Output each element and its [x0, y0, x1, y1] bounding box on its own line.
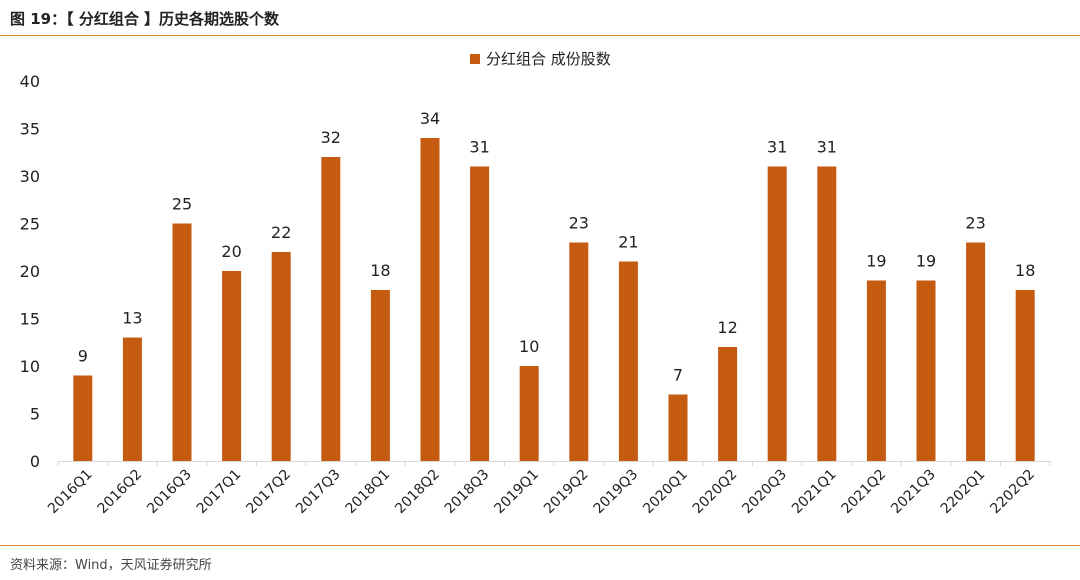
legend-swatch: [470, 54, 480, 64]
y-tick-label: 25: [20, 215, 40, 234]
y-tick-label: 20: [20, 262, 40, 281]
y-tick-label: 35: [20, 120, 40, 139]
bar-value-label: 20: [221, 242, 241, 261]
bar-value-label: 23: [965, 214, 985, 233]
x-tick-label: 2020Q2: [690, 467, 741, 518]
y-tick-label: 15: [20, 310, 40, 329]
x-tick-label: 2017Q2: [243, 467, 294, 518]
bar: [73, 375, 93, 461]
x-tick-label: 2021Q1: [789, 467, 840, 518]
bar: [222, 271, 242, 461]
x-tick-label: 2019Q1: [491, 467, 542, 518]
y-tick-label: 40: [20, 72, 40, 91]
bar-value-label: 19: [916, 252, 936, 271]
bar-value-label: 19: [866, 252, 886, 271]
bar: [668, 394, 688, 461]
bar-value-label: 23: [569, 214, 589, 233]
bar: [519, 366, 539, 461]
x-tick-label: 2017Q1: [194, 467, 245, 518]
x-tick-label: 2019Q2: [541, 467, 592, 518]
bar-value-label: 7: [673, 366, 683, 385]
chart-legend: 分红组合 成份股数: [470, 50, 611, 68]
x-tick-label: 2021Q2: [839, 467, 890, 518]
x-tick-label: 2021Q3: [888, 467, 939, 518]
x-tick-label: 2018Q1: [343, 467, 394, 518]
bar: [618, 261, 638, 461]
x-tick-label: 2020Q3: [739, 467, 790, 518]
bar: [370, 290, 390, 461]
bar: [569, 242, 589, 461]
bar: [122, 337, 142, 461]
y-tick-label: 0: [30, 452, 40, 471]
bar-value-label: 31: [469, 138, 489, 157]
x-tick-label: 2202Q1: [938, 467, 989, 518]
x-tick-label: 2018Q2: [392, 467, 443, 518]
bar-value-label: 31: [817, 138, 837, 157]
x-tick-label: 2016Q3: [144, 467, 195, 518]
bar-value-label: 9: [78, 347, 88, 366]
x-tick-label: 2020Q1: [640, 467, 691, 518]
figure-footer: 资料来源：Wind，天风证券研究所: [0, 545, 1080, 573]
bar-value-label: 25: [172, 195, 192, 214]
bar: [767, 166, 787, 461]
bar-value-label: 34: [420, 109, 440, 128]
bar: [1015, 290, 1035, 461]
bar: [866, 280, 886, 461]
bar: [817, 166, 837, 461]
bar: [321, 157, 341, 461]
x-tick-label: 2018Q3: [442, 467, 493, 518]
x-tick-label: 2017Q3: [293, 467, 344, 518]
figure-title: 图 19：【 分红组合 】历史各期选股个数: [10, 10, 280, 28]
bar: [966, 242, 986, 461]
y-tick-label: 10: [20, 357, 40, 376]
x-axis: 2016Q12016Q22016Q32017Q12017Q22017Q32018…: [45, 461, 1051, 518]
bar-value-label: 12: [717, 318, 737, 337]
x-tick-label: 2019Q3: [591, 467, 642, 518]
y-tick-label: 30: [20, 167, 40, 186]
source-note: 资料来源：Wind，天风证券研究所: [10, 558, 212, 573]
bar-value-label: 32: [321, 128, 341, 147]
x-tick-label: 2202Q2: [987, 467, 1038, 518]
y-tick-label: 5: [30, 405, 40, 424]
y-axis: 0 5 10 15 20 25 30 35 40: [20, 72, 40, 471]
bar-value-label: 21: [618, 233, 638, 252]
x-tick-label: 2016Q1: [45, 467, 96, 518]
bar-value-label: 10: [519, 337, 539, 356]
bar-value-label: 31: [767, 138, 787, 157]
bar: [271, 252, 291, 461]
bar-value-label: 13: [122, 309, 142, 328]
bar-chart: 分红组合 成份股数 0 5 10 15 20 25 30 35 40 9 13 25 20 22 32 18…: [20, 50, 1051, 518]
bar-value-label: 18: [1015, 261, 1035, 280]
bar: [718, 347, 738, 461]
bar: [470, 166, 490, 461]
bar-value-label: 18: [370, 261, 390, 280]
bar: [916, 280, 936, 461]
figure-header: 图 19：【 分红组合 】历史各期选股个数: [0, 0, 1080, 36]
bar: [172, 223, 192, 461]
bar-series: 9 13 25 20 22 32 18 34 31 10 23 21 7 12 31 31 19 19 23 18: [73, 109, 1035, 461]
bar: [420, 138, 440, 461]
legend-label: 分红组合 成份股数: [486, 50, 611, 68]
bar-value-label: 22: [271, 223, 291, 242]
x-tick-label: 2016Q2: [95, 467, 146, 518]
